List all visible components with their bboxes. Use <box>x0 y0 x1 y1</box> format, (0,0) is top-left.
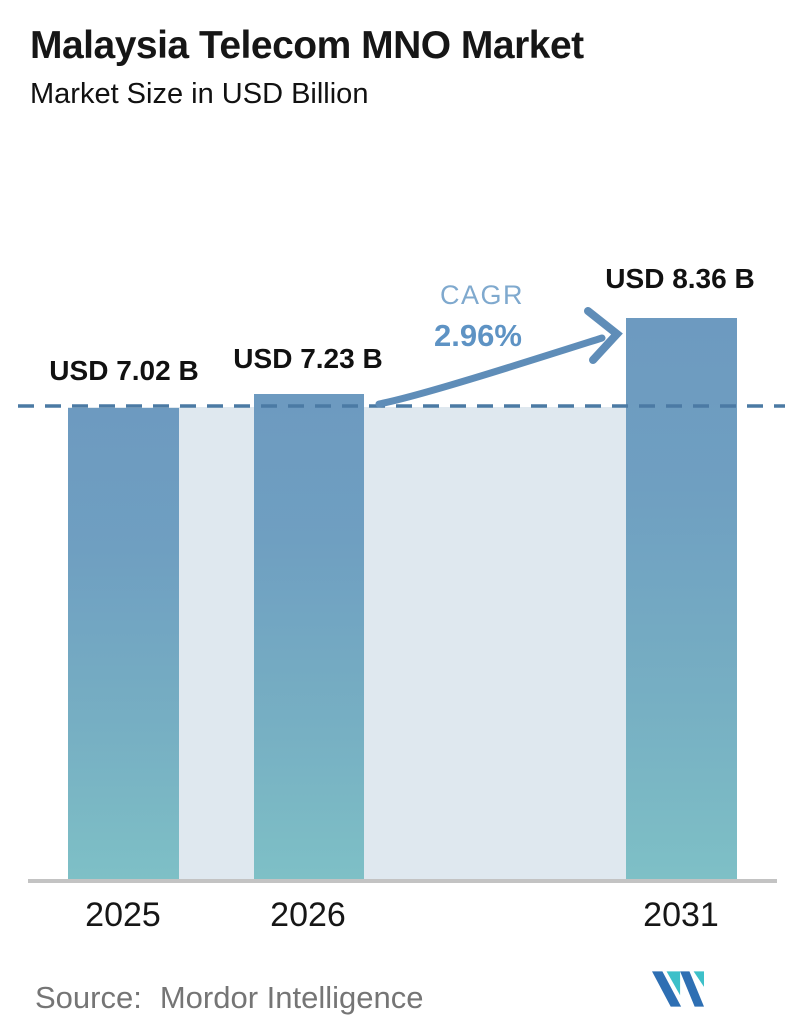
chart-subtitle: Market Size in USD Billion <box>30 78 369 110</box>
x-tick-2031: 2031 <box>643 896 719 934</box>
bar-2031 <box>626 318 737 881</box>
logo-right-teal-triangle <box>693 971 704 987</box>
cagr-label: CAGR <box>439 280 525 310</box>
x-tick-2026: 2026 <box>270 896 346 934</box>
source-name: Mordor Intelligence <box>159 980 424 1015</box>
chart-title: Malaysia Telecom MNO Market <box>30 24 584 67</box>
cagr-value: 2.96% <box>434 318 522 353</box>
bar-2025 <box>68 408 179 881</box>
x-tick-2025: 2025 <box>85 896 161 934</box>
source-prefix: Source: <box>35 980 142 1015</box>
value-label-2026: USD 7.23 B <box>233 343 383 374</box>
logo-right-blue-stripe <box>680 971 704 1007</box>
cagr-arrow-head <box>584 307 623 364</box>
value-label-2025: USD 7.02 B <box>49 355 199 386</box>
background-band <box>68 407 737 881</box>
value-label-2031: USD 8.36 B <box>605 263 755 294</box>
mordor-intelligence-logo <box>652 971 704 1007</box>
x-axis-line <box>28 879 777 883</box>
logo-left-blue-stripe <box>652 971 682 1007</box>
source-attribution: Source: Mordor Intelligence <box>35 980 423 1016</box>
bar-2026 <box>254 394 364 881</box>
